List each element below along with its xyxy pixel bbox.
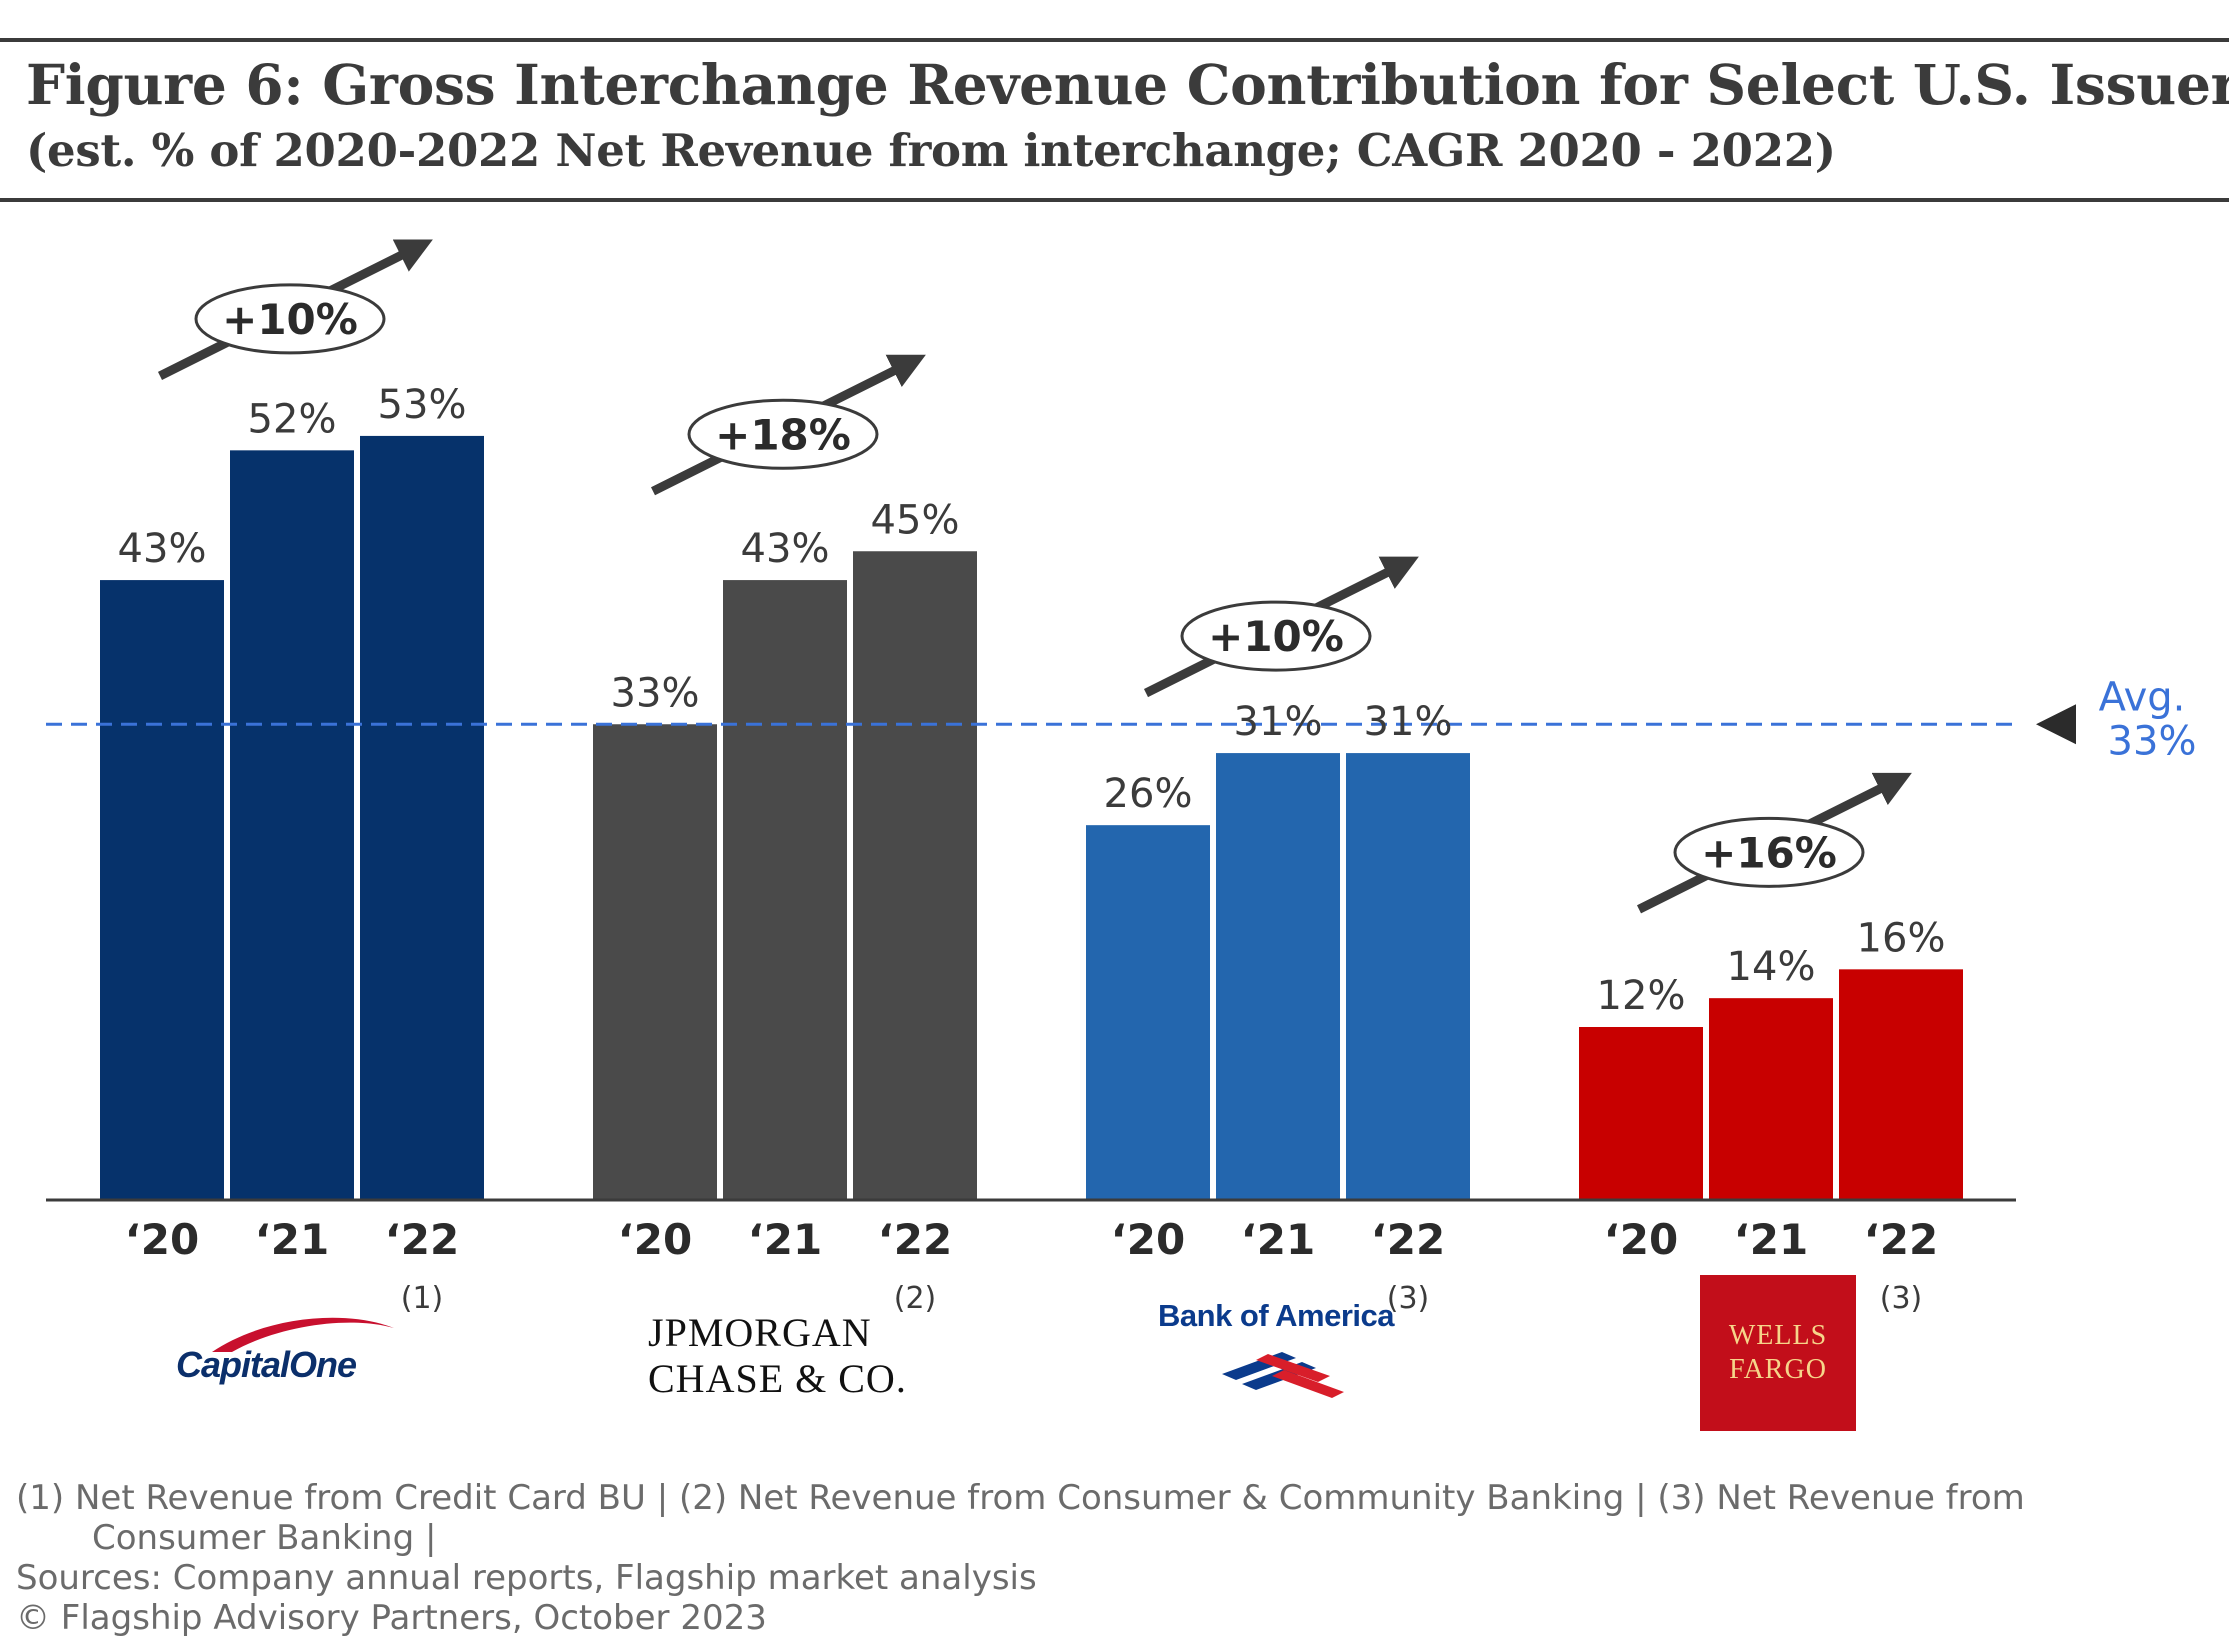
bar-value-label: 12% xyxy=(1597,973,1686,1019)
cagr-label: +10% xyxy=(222,295,358,344)
average-pointer-icon xyxy=(2036,704,2076,745)
chart-title: Figure 6: Gross Interchange Revenue Cont… xyxy=(26,52,2229,117)
top-rule xyxy=(0,38,2229,42)
bank-of-america-logo: Bank of America xyxy=(1158,1298,1418,1408)
bar-value-label: 45% xyxy=(871,497,960,543)
x-tick-label: ‘20 xyxy=(1604,1215,1678,1264)
x-tick-label: ‘22 xyxy=(878,1215,952,1264)
cagr-label: +16% xyxy=(1701,828,1837,877)
bar-value-label: 43% xyxy=(118,526,207,572)
bar-value-label: 53% xyxy=(378,382,467,428)
footnote-line2: Consumer Banking | xyxy=(92,1518,437,1558)
footnote-line1: (1) Net Revenue from Credit Card BU | (2… xyxy=(16,1478,2025,1518)
bank-of-america-wordmark: Bank of America xyxy=(1158,1298,1395,1333)
copyright-note: © Flagship Advisory Partners, October 20… xyxy=(16,1598,767,1638)
bar-value-label: 14% xyxy=(1727,944,1816,990)
title-bottom-rule xyxy=(0,198,2229,202)
bar xyxy=(853,551,977,1200)
footnote-ref: (1) xyxy=(401,1281,444,1316)
x-tick-label: ‘21 xyxy=(1734,1215,1808,1264)
bank-of-america-flag-icon xyxy=(1222,1352,1344,1398)
bar-value-label: 43% xyxy=(741,526,830,572)
cagr-bubble xyxy=(1673,816,1865,888)
bar xyxy=(1086,825,1210,1200)
average-layer: Avg.33% xyxy=(46,674,2196,764)
jpmorgan-logo-line2: CHASE & CO. xyxy=(648,1356,907,1401)
bar xyxy=(360,435,484,1201)
cagr-bubble xyxy=(1180,600,1372,672)
bar xyxy=(1579,1027,1703,1200)
average-label-line2: 33% xyxy=(2108,718,2197,764)
x-tick-label: ‘20 xyxy=(1111,1215,1185,1264)
capital-one-swoosh-icon xyxy=(212,1317,394,1352)
bar xyxy=(230,450,354,1200)
bar xyxy=(723,580,847,1200)
x-tick-label: ‘20 xyxy=(618,1215,692,1264)
capital-one-logo: CapitalOne xyxy=(172,1308,412,1398)
labels-layer: 43% ‘20 52% ‘21 53% ‘22 (1) 33% ‘20 43% ‘21 45% ‘22 (… xyxy=(118,382,1946,1316)
bar xyxy=(1346,753,1470,1200)
bar-value-label: 52% xyxy=(248,396,337,442)
wells-fargo-logo: WELLS FARGO xyxy=(1700,1275,1856,1431)
x-tick-label: ‘20 xyxy=(125,1215,199,1264)
bar-value-label: 33% xyxy=(611,670,700,716)
x-tick-label: ‘22 xyxy=(1371,1215,1445,1264)
bar xyxy=(1216,753,1340,1200)
wells-fargo-logo-line2: FARGO xyxy=(1729,1354,1827,1385)
footnote-ref: (2) xyxy=(894,1281,937,1316)
chart-subtitle: (est. % of 2020-2022 Net Revenue from in… xyxy=(26,124,1836,177)
x-tick-label: ‘22 xyxy=(385,1215,459,1264)
jpmorgan-logo-line1: JPMORGAN xyxy=(648,1310,872,1355)
bars-layer xyxy=(46,435,2016,1202)
sources-note: Sources: Company annual reports, Flagshi… xyxy=(16,1558,1037,1598)
bar-value-label: 26% xyxy=(1104,771,1193,817)
bar xyxy=(1709,998,1833,1200)
average-label-line1: Avg. xyxy=(2099,674,2186,720)
bar-value-label: 16% xyxy=(1857,915,1946,961)
cagr-arrows-layer: +10% +18% +10% +16% xyxy=(157,239,1912,914)
jpmorgan-logo: JPMORGAN CHASE & CO. xyxy=(648,1310,907,1402)
cagr-label: +18% xyxy=(715,410,851,459)
bar-value-label: 31% xyxy=(1234,699,1323,745)
x-tick-label: ‘21 xyxy=(748,1215,822,1264)
x-tick-label: ‘22 xyxy=(1864,1215,1938,1264)
capital-one-wordmark: CapitalOne xyxy=(176,1344,357,1385)
footnote-ref: (3) xyxy=(1387,1281,1430,1316)
cagr-bubble xyxy=(687,398,879,470)
footnote-ref: (3) xyxy=(1880,1281,1923,1316)
x-tick-label: ‘21 xyxy=(1241,1215,1315,1264)
bar xyxy=(100,580,224,1200)
bar xyxy=(1839,969,1963,1200)
bar-value-label: 31% xyxy=(1364,699,1453,745)
bar xyxy=(593,724,717,1200)
cagr-label: +10% xyxy=(1208,612,1344,661)
cagr-bubble xyxy=(194,283,386,355)
x-tick-label: ‘21 xyxy=(255,1215,329,1264)
wells-fargo-logo-line1: WELLS xyxy=(1728,1320,1828,1351)
